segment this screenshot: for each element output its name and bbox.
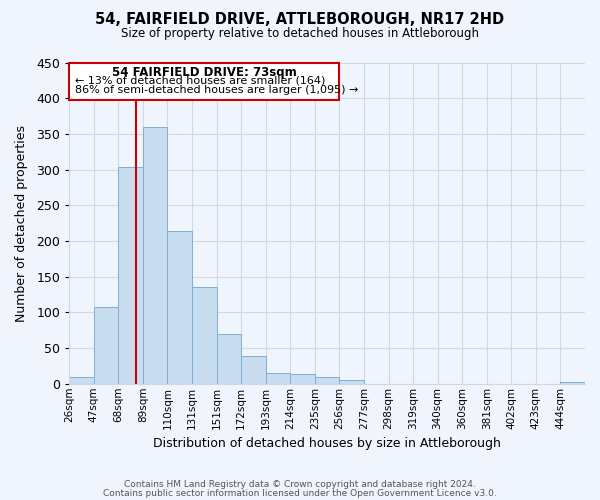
Text: Size of property relative to detached houses in Attleborough: Size of property relative to detached ho… bbox=[121, 28, 479, 40]
Bar bbox=[315, 376, 340, 384]
Y-axis label: Number of detached properties: Number of detached properties bbox=[15, 124, 28, 322]
Text: 86% of semi-detached houses are larger (1,095) →: 86% of semi-detached houses are larger (… bbox=[75, 84, 358, 94]
Text: Contains public sector information licensed under the Open Government Licence v3: Contains public sector information licen… bbox=[103, 488, 497, 498]
Bar bbox=[266, 373, 290, 384]
Bar bbox=[290, 374, 315, 384]
Bar bbox=[192, 286, 217, 384]
Text: Contains HM Land Registry data © Crown copyright and database right 2024.: Contains HM Land Registry data © Crown c… bbox=[124, 480, 476, 489]
Bar bbox=[217, 334, 241, 384]
Bar bbox=[69, 378, 94, 384]
Text: 54, FAIRFIELD DRIVE, ATTLEBOROUGH, NR17 2HD: 54, FAIRFIELD DRIVE, ATTLEBOROUGH, NR17 … bbox=[95, 12, 505, 28]
Bar bbox=[143, 127, 167, 384]
Text: ← 13% of detached houses are smaller (164): ← 13% of detached houses are smaller (16… bbox=[75, 76, 325, 86]
Bar bbox=[340, 380, 364, 384]
Bar bbox=[167, 231, 192, 384]
Bar bbox=[118, 168, 143, 384]
Bar bbox=[94, 306, 118, 384]
FancyBboxPatch shape bbox=[69, 62, 340, 100]
X-axis label: Distribution of detached houses by size in Attleborough: Distribution of detached houses by size … bbox=[153, 437, 501, 450]
Bar bbox=[560, 382, 585, 384]
Text: 54 FAIRFIELD DRIVE: 73sqm: 54 FAIRFIELD DRIVE: 73sqm bbox=[112, 66, 296, 79]
Bar bbox=[241, 356, 266, 384]
